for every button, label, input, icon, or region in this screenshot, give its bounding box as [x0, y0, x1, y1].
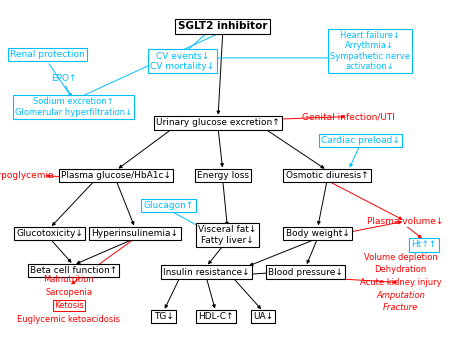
Text: Energy loss: Energy loss	[197, 171, 249, 180]
Text: EPO↑: EPO↑	[51, 74, 77, 84]
Text: Hyperinsulinemia↓: Hyperinsulinemia↓	[91, 229, 179, 238]
Text: Sodium excretion↑
Glomerular hyperfiltration↓: Sodium excretion↑ Glomerular hyperfiltra…	[15, 97, 132, 117]
Text: UA↓: UA↓	[253, 312, 273, 321]
Text: CV events↓
CV mortality↓: CV events↓ CV mortality↓	[150, 52, 215, 71]
Text: Osmotic diuresis↑: Osmotic diuresis↑	[286, 171, 368, 180]
Text: Body weight↓: Body weight↓	[286, 229, 349, 238]
Text: Beta cell function↑: Beta cell function↑	[30, 266, 117, 275]
Text: Malnutrition: Malnutrition	[43, 274, 94, 284]
Text: Blood pressure↓: Blood pressure↓	[268, 267, 343, 277]
Text: Heart failure↓
Arrythmia↓
Sympathetic nerve
activation↓: Heart failure↓ Arrythmia↓ Sympathetic ne…	[330, 31, 410, 71]
Text: Plasma volume↓: Plasma volume↓	[367, 217, 444, 226]
Text: Cardiac preload↓: Cardiac preload↓	[321, 136, 400, 145]
Text: HDL-C↑: HDL-C↑	[198, 312, 233, 321]
Text: Glucagon↑: Glucagon↑	[143, 201, 193, 210]
Text: Amputation: Amputation	[376, 291, 425, 300]
Text: Fracture: Fracture	[383, 303, 418, 312]
Text: Plasma glucose/HbA1c↓: Plasma glucose/HbA1c↓	[61, 171, 171, 180]
Text: Euglycemic ketoacidosis: Euglycemic ketoacidosis	[17, 314, 120, 324]
Text: Glucotoxicity↓: Glucotoxicity↓	[16, 229, 83, 238]
Text: Sarcopenia: Sarcopenia	[45, 288, 92, 297]
Text: Visceral fat↓
Fatty liver↓: Visceral fat↓ Fatty liver↓	[198, 225, 257, 245]
Text: Renal protection: Renal protection	[10, 50, 85, 59]
Text: Dehydration: Dehydration	[374, 265, 427, 274]
Text: Acute kidney injury: Acute kidney injury	[360, 278, 441, 287]
Text: SGLT2 inhibitor: SGLT2 inhibitor	[178, 21, 267, 31]
Text: Insulin resistance↓: Insulin resistance↓	[163, 267, 249, 277]
Text: Urinary glucose excretion↑: Urinary glucose excretion↑	[156, 118, 280, 127]
Text: Volume depletion: Volume depletion	[364, 253, 438, 262]
Text: TG↓: TG↓	[154, 312, 173, 321]
Text: Ketosis: Ketosis	[54, 301, 84, 310]
Text: Ht↑↑: Ht↑↑	[411, 240, 437, 250]
Text: Genital infection/UTI: Genital infection/UTI	[302, 112, 395, 121]
Text: Hypoglycemia: Hypoglycemia	[0, 171, 54, 180]
